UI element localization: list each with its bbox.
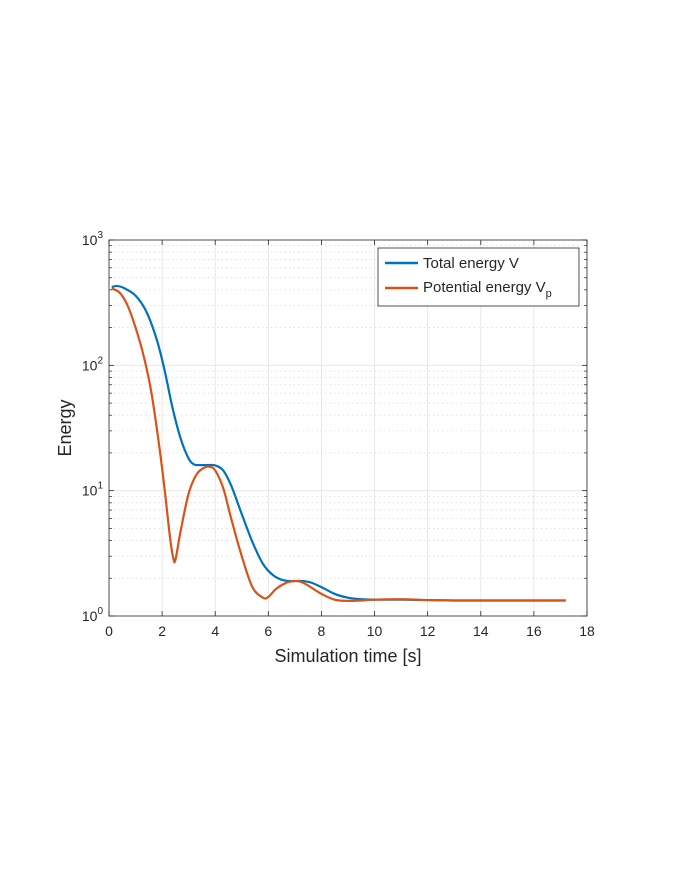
- x-tick-labels: 0 2 4 6 8 10 12 14 16 18: [105, 623, 595, 639]
- series-potential-energy-line: [111, 287, 566, 603]
- y-tick-label-base: 10: [82, 483, 98, 499]
- legend-entry-potential-energy: Potential energy Vp: [423, 279, 552, 300]
- legend: Total energy V Potential energy Vp: [377, 247, 580, 307]
- y-tick-label: 103: [82, 230, 104, 248]
- x-tick-label: 8: [318, 623, 326, 639]
- y-axis-label: Energy: [55, 399, 75, 456]
- x-tick-label: 6: [264, 623, 272, 639]
- legend-entry-total-energy: Total energy V: [423, 255, 519, 272]
- x-tick-label: 2: [158, 623, 166, 639]
- y-tick-label-exponent: 3: [97, 230, 103, 241]
- axis-ticks: [108, 239, 588, 617]
- y-tick-label: 100: [82, 606, 104, 624]
- series-lines: [111, 284, 566, 603]
- x-axis-label: Simulation time [s]: [274, 646, 421, 666]
- x-tick-label: 18: [579, 623, 595, 639]
- x-tick-label: 10: [367, 623, 383, 639]
- plot-frame: [108, 239, 588, 617]
- x-tick-label: 4: [211, 623, 219, 639]
- y-tick-label: 102: [82, 355, 104, 373]
- y-tick-label-base: 10: [82, 357, 98, 373]
- y-tick-label-exponent: 2: [97, 355, 103, 366]
- x-tick-label: 14: [473, 623, 489, 639]
- y-tick-label-exponent: 0: [97, 606, 103, 617]
- legend-entry-potential-energy-main: Potential energy V: [423, 279, 546, 296]
- minor-grid: [109, 245, 587, 579]
- y-tick-label-base: 10: [82, 232, 98, 248]
- x-tick-label: 16: [526, 623, 542, 639]
- x-tick-label: 0: [105, 623, 113, 639]
- y-tick-label-exponent: 1: [97, 481, 103, 492]
- legend-entry-potential-energy-subscript: p: [546, 288, 552, 300]
- legend-box: [377, 247, 580, 307]
- y-tick-label: 101: [82, 481, 104, 499]
- y-tick-label-base: 10: [82, 608, 98, 624]
- x-tick-label: 12: [420, 623, 436, 639]
